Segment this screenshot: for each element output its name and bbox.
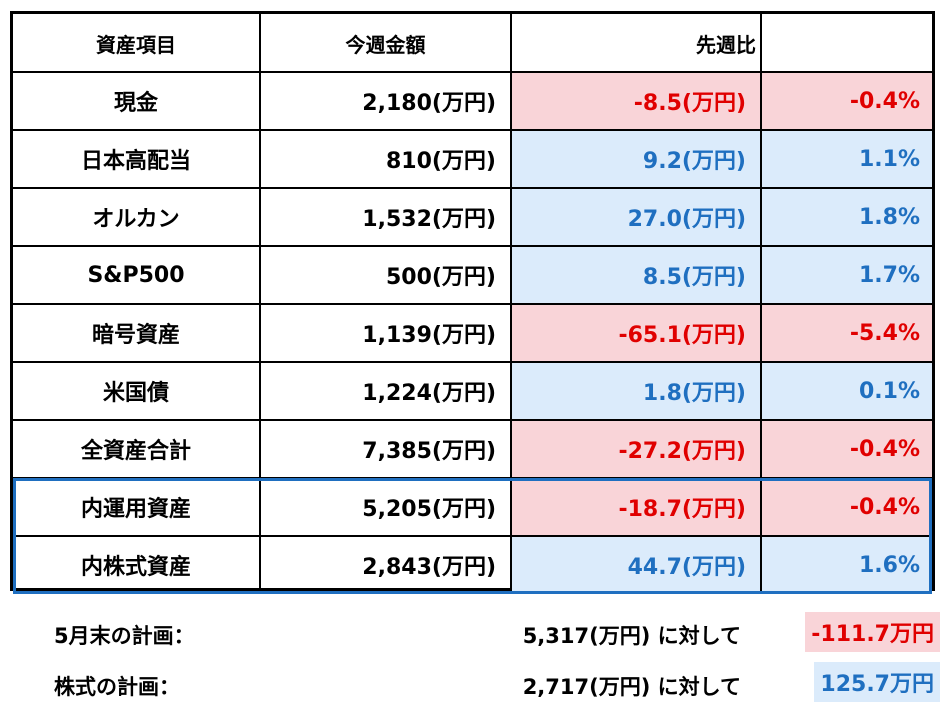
- plan-label-stocks: 株式の計画：: [54, 675, 180, 699]
- row-divider: [13, 361, 932, 363]
- row-pct: 1.8%: [762, 188, 932, 246]
- row-item: 内株式資産: [13, 536, 261, 594]
- asset-table: 資産項目 今週金額 先週比 現金 2,180(万円) -8.5(万円) -0.4…: [10, 11, 935, 594]
- plan-label-may-end: 5月末の計画：: [54, 624, 195, 648]
- row-pct: -0.4%: [762, 478, 932, 536]
- row-amount: 2,843(万円): [261, 536, 512, 594]
- plan-value-may-end: 5,317(万円) に対して: [522, 624, 741, 648]
- table-row: 日本高配当 810(万円) 9.2(万円) 1.1%: [13, 130, 932, 188]
- row-diff: -65.1(万円): [512, 304, 762, 362]
- plan-result-stocks: 125.7万円: [814, 662, 940, 702]
- row-amount: 5,205(万円): [261, 478, 512, 536]
- row-amount: 2,180(万円): [261, 72, 512, 130]
- row-amount: 7,385(万円): [261, 420, 512, 478]
- table-row: 内株式資産 2,843(万円) 44.7(万円) 1.6%: [13, 536, 932, 594]
- row-item: オルカン: [13, 188, 261, 246]
- row-pct: -5.4%: [762, 304, 932, 362]
- table-row: 内運用資産 5,205(万円) -18.7(万円) -0.4%: [13, 478, 932, 536]
- row-amount: 1,532(万円): [261, 188, 512, 246]
- row-item: 暗号資産: [13, 304, 261, 362]
- row-pct: 1.7%: [762, 246, 932, 304]
- row-item: 日本高配当: [13, 130, 261, 188]
- row-pct: 1.1%: [762, 130, 932, 188]
- header-vs-last-week: 先週比: [512, 14, 762, 72]
- row-divider: [13, 71, 932, 73]
- table-header-row: 資産項目 今週金額 先週比: [13, 14, 932, 72]
- row-divider: [13, 187, 932, 189]
- header-item: 資産項目: [13, 14, 261, 72]
- row-diff: -8.5(万円): [512, 72, 762, 130]
- table-row: 全資産合計 7,385(万円) -27.2(万円) -0.4%: [13, 420, 932, 478]
- row-diff: 8.5(万円): [512, 246, 762, 304]
- header-pct-empty: [762, 14, 932, 72]
- row-diff: -18.7(万円): [512, 478, 762, 536]
- row-diff: 27.0(万円): [512, 188, 762, 246]
- row-item: 内運用資産: [13, 478, 261, 536]
- row-diff: 1.8(万円): [512, 362, 762, 420]
- row-divider: [13, 303, 932, 305]
- row-pct: 1.6%: [762, 536, 932, 594]
- plan-value-stocks: 2,717(万円) に対して: [522, 675, 741, 699]
- row-amount: 500(万円): [261, 246, 512, 304]
- row-item: S&P500: [13, 246, 261, 304]
- row-amount: 1,139(万円): [261, 304, 512, 362]
- row-divider: [13, 419, 932, 421]
- header-this-week: 今週金額: [261, 14, 512, 72]
- row-diff: 44.7(万円): [512, 536, 762, 594]
- table-row: S&P500 500(万円) 8.5(万円) 1.7%: [13, 246, 932, 304]
- plan-result-may-end: -111.7万円: [805, 612, 940, 652]
- row-divider: [13, 535, 932, 537]
- row-pct: 0.1%: [762, 362, 932, 420]
- row-divider: [13, 129, 932, 131]
- row-diff: -27.2(万円): [512, 420, 762, 478]
- row-pct: -0.4%: [762, 72, 932, 130]
- row-amount: 810(万円): [261, 130, 512, 188]
- table-row: 米国債 1,224(万円) 1.8(万円) 0.1%: [13, 362, 932, 420]
- row-divider: [13, 245, 932, 247]
- row-item: 米国債: [13, 362, 261, 420]
- row-item: 全資産合計: [13, 420, 261, 478]
- row-pct: -0.4%: [762, 420, 932, 478]
- row-diff: 9.2(万円): [512, 130, 762, 188]
- table-row: 現金 2,180(万円) -8.5(万円) -0.4%: [13, 72, 932, 130]
- row-item: 現金: [13, 72, 261, 130]
- table-row: オルカン 1,532(万円) 27.0(万円) 1.8%: [13, 188, 932, 246]
- table-row: 暗号資産 1,139(万円) -65.1(万円) -5.4%: [13, 304, 932, 362]
- row-amount: 1,224(万円): [261, 362, 512, 420]
- row-divider: [13, 477, 932, 479]
